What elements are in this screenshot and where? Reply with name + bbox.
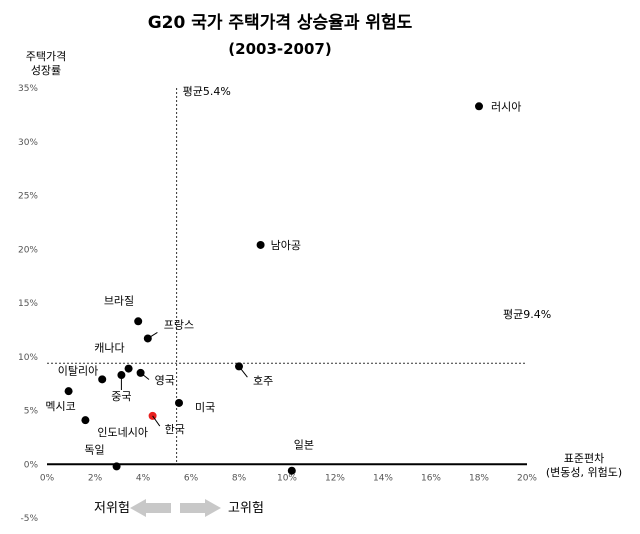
data-point <box>256 240 265 249</box>
data-point <box>124 364 133 373</box>
average-x-label: 평균5.4% <box>183 85 231 98</box>
point-label: 영국 <box>155 374 175 387</box>
x-tick-label: 10% <box>277 473 297 483</box>
y-tick-label: 5% <box>24 407 39 417</box>
point-label: 캐나다 <box>94 342 124 355</box>
y-axis-label-line2: 성장률 <box>31 64 61 77</box>
leader-line <box>140 372 150 380</box>
point-label: 미국 <box>195 401 215 414</box>
point-label: 인도네시아 <box>97 426 148 439</box>
point-label: 중국 <box>111 390 131 403</box>
y-tick-label: 0% <box>24 460 39 470</box>
point-label: 남아공 <box>271 239 301 252</box>
x-tick-label: 20% <box>517 473 537 483</box>
y-axis-label-line1: 주택가격 <box>26 50 66 63</box>
y-tick-label: 35% <box>18 84 38 94</box>
data-point <box>134 317 143 326</box>
x-tick-label: 4% <box>136 473 151 483</box>
y-tick-label: -5% <box>20 514 38 524</box>
leader-line <box>238 366 248 378</box>
y-tick-label: 10% <box>18 353 38 363</box>
high-risk-label: 고위험 <box>228 501 264 516</box>
chart-title: G20 국가 주택가격 상승율과 위험도 <box>148 12 413 33</box>
low-risk-label: 저위험 <box>94 501 130 516</box>
point-label: 프랑스 <box>164 318 194 331</box>
x-axis-label-line2: (변동성, 위험도) <box>546 466 622 479</box>
y-tick-label: 20% <box>18 245 38 255</box>
x-tick-label: 14% <box>373 473 393 483</box>
leader-line <box>147 332 158 339</box>
chart-subtitle: (2003-2007) <box>228 40 331 58</box>
y-tick-label: 30% <box>18 138 38 148</box>
x-tick-label: 2% <box>88 473 103 483</box>
data-point <box>287 466 296 475</box>
point-label: 일본 <box>294 438 314 452</box>
point-label: 이탈리아 <box>58 364 98 377</box>
arrow-left-shape <box>130 499 171 517</box>
y-tick-label: 25% <box>18 192 38 202</box>
point-label: 독일 <box>84 442 104 456</box>
point-label: 멕시코 <box>45 400 75 413</box>
x-tick-label: 0% <box>40 473 55 483</box>
x-axis-ticks: 0% 2% 4% 6% 8% 10% 12% 14% 16% 18% 20% <box>40 473 538 483</box>
point-label: 브라질 <box>104 294 134 307</box>
x-tick-label: 12% <box>325 473 345 483</box>
arrow-right-shape <box>180 499 221 517</box>
point-label: 한국 <box>165 423 185 436</box>
data-point <box>64 387 73 396</box>
data-point <box>98 375 107 384</box>
x-tick-label: 6% <box>184 473 199 483</box>
data-point <box>81 416 90 425</box>
leader-line <box>152 415 161 427</box>
x-tick-label: 18% <box>469 473 489 483</box>
point-label: 러시아 <box>491 100 521 113</box>
x-tick-label: 16% <box>421 473 441 483</box>
data-points <box>64 102 483 475</box>
data-point <box>475 102 483 111</box>
y-axis-ticks: -5% 0% 5% 10% 15% 20% 25% 30% 35% <box>18 84 38 524</box>
data-point <box>112 462 121 471</box>
x-axis-label-line1: 표준편차 <box>564 452 604 465</box>
average-y-label: 평균9.4% <box>503 308 551 321</box>
data-point <box>175 398 183 407</box>
x-tick-label: 8% <box>232 473 247 483</box>
point-label: 호주 <box>253 374 273 387</box>
y-tick-label: 15% <box>18 299 38 309</box>
